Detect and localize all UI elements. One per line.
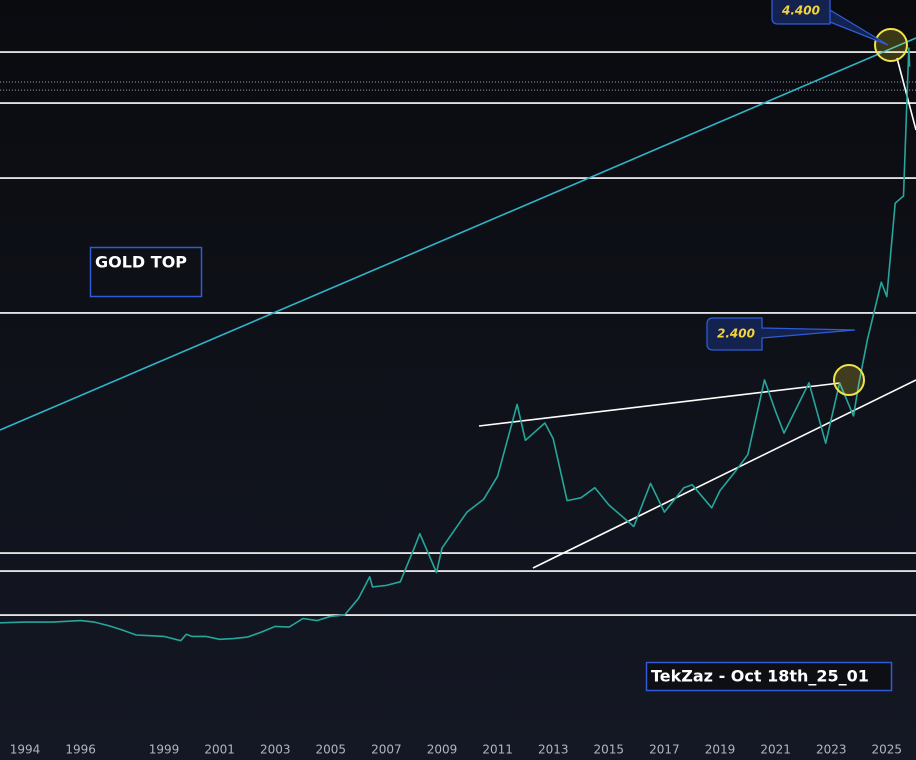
- signature: TekZaz - Oct 18th_25_01: [651, 667, 869, 686]
- x-tick-label: 1994: [10, 743, 41, 757]
- callout: [706, 317, 856, 351]
- x-tick-label: 2021: [760, 743, 791, 757]
- highlight-circle: [833, 364, 865, 396]
- x-tick-label: 2001: [204, 743, 235, 757]
- callout-label: 2.400: [717, 327, 755, 341]
- title-box: [89, 246, 203, 298]
- x-tick-label: 1996: [65, 743, 96, 757]
- x-tick-label: 2017: [649, 743, 680, 757]
- x-tick-label: 2015: [594, 743, 625, 757]
- x-tick-label: 2019: [705, 743, 736, 757]
- callout: [771, 0, 889, 46]
- x-tick-label: 2007: [371, 743, 402, 757]
- x-tick-label: 2025: [872, 743, 903, 757]
- x-tick-label: 2003: [260, 743, 291, 757]
- x-axis: 1994 1996 1999 2001 2003 2005 2007 2009 2011 2013…: [10, 743, 903, 757]
- levels: [0, 51, 916, 616]
- chart-title: GOLD TOP: [95, 253, 187, 272]
- signature-box: [645, 661, 893, 692]
- x-tick-label: 2011: [482, 743, 513, 757]
- trend-line: [478, 382, 841, 427]
- plot: [0, 47, 911, 642]
- callout-label: 4.400: [781, 4, 820, 18]
- x-tick-label: 2009: [427, 743, 458, 757]
- price-line: [0, 47, 911, 642]
- trend-line: [0, 37, 916, 431]
- x-tick-label: 2013: [538, 743, 569, 757]
- x-tick-label: 2005: [316, 743, 347, 757]
- highlight-circle: [874, 28, 908, 62]
- x-tick-label: 1999: [149, 743, 180, 757]
- x-tick-label: 2023: [816, 743, 847, 757]
